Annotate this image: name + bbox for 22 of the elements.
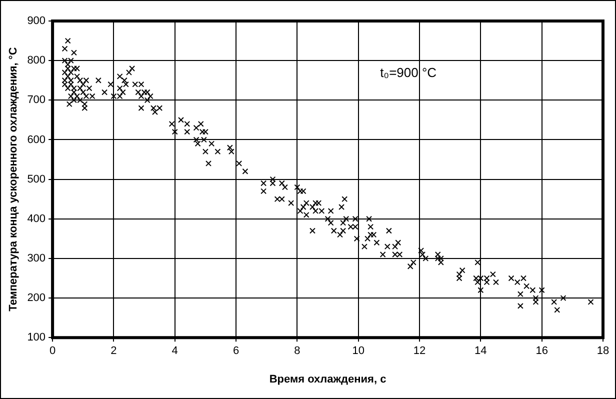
x-tick-label: 8 bbox=[294, 345, 300, 358]
y-tick-label: 200 bbox=[27, 292, 46, 304]
y-axis-title: Температура конца ускоренного охлаждения, °С bbox=[8, 47, 20, 312]
x-tick-label: 10 bbox=[352, 345, 364, 358]
y-tick-label: 100 bbox=[27, 332, 46, 344]
y-tick-label: 700 bbox=[27, 94, 46, 106]
y-tick-label: 500 bbox=[27, 173, 46, 186]
x-tick-label: 12 bbox=[413, 345, 426, 358]
x-tick-label: 14 bbox=[474, 345, 487, 358]
x-tick-label: 18 bbox=[596, 345, 610, 358]
y-tick-label: 600 bbox=[27, 134, 46, 146]
x-tick-label: 4 bbox=[172, 345, 178, 358]
annotation: t₀=900 °С bbox=[380, 64, 437, 80]
x-axis-title: Время охлаждения, с bbox=[269, 373, 386, 386]
y-tick-label: 900 bbox=[27, 15, 46, 28]
x-tick-label: 6 bbox=[232, 345, 240, 358]
x-tick-label: 16 bbox=[536, 345, 548, 358]
y-tick-label: 300 bbox=[27, 252, 46, 264]
x-tick-label: 2 bbox=[110, 345, 117, 358]
x-tick-label: 0 bbox=[49, 345, 56, 358]
y-tick-label: 400 bbox=[27, 212, 46, 225]
y-tick-label: 800 bbox=[27, 54, 46, 67]
